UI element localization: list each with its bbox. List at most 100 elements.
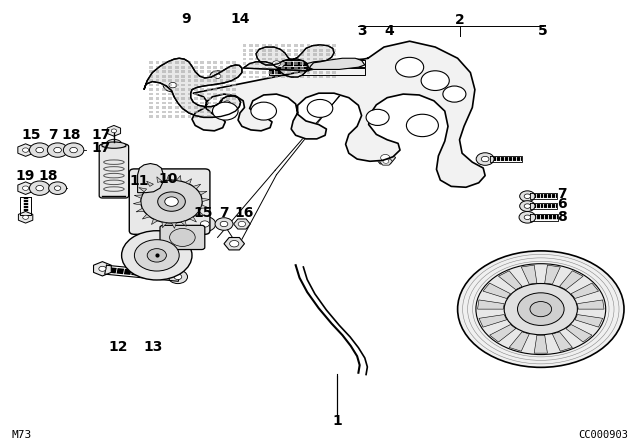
Bar [220, 79, 223, 82]
Bar [156, 97, 159, 100]
Bar [168, 111, 172, 113]
Bar [188, 93, 191, 95]
Polygon shape [157, 177, 162, 182]
Bar [226, 115, 230, 118]
Bar [213, 106, 217, 109]
Bar [275, 76, 278, 78]
Bar [162, 88, 166, 91]
Circle shape [164, 197, 179, 207]
Bar [294, 44, 298, 47]
Polygon shape [172, 223, 177, 228]
Bar [307, 76, 310, 78]
Bar [168, 75, 172, 78]
Bar [268, 49, 272, 52]
Bar [220, 70, 223, 73]
Bar [149, 106, 153, 109]
Polygon shape [18, 182, 33, 194]
Bar [175, 79, 179, 82]
Bar [200, 93, 204, 95]
Bar [319, 76, 323, 78]
Bar [200, 84, 204, 86]
Circle shape [520, 191, 535, 202]
Bar [243, 44, 246, 47]
Bar [249, 76, 253, 78]
Bar [207, 79, 211, 82]
Bar [243, 58, 246, 60]
Bar [275, 53, 278, 56]
Bar [249, 67, 253, 69]
Bar [332, 62, 336, 65]
Bar [294, 53, 298, 56]
Bar [300, 71, 304, 74]
Bar [175, 70, 179, 73]
Bar [220, 61, 223, 64]
Circle shape [518, 293, 564, 325]
Bar [243, 53, 246, 56]
Bar [162, 115, 166, 118]
Polygon shape [477, 300, 504, 309]
Polygon shape [189, 217, 196, 222]
Bar [281, 53, 285, 56]
Bar [175, 106, 179, 109]
Bar [255, 44, 259, 47]
Polygon shape [18, 144, 33, 156]
Bar [188, 70, 191, 73]
Bar [326, 76, 330, 78]
Polygon shape [483, 283, 511, 298]
Polygon shape [552, 332, 572, 351]
Text: 11: 11 [130, 174, 149, 189]
Circle shape [147, 249, 166, 262]
Circle shape [524, 194, 531, 198]
Circle shape [36, 185, 44, 191]
Polygon shape [375, 151, 396, 164]
Bar [175, 61, 179, 64]
Bar [275, 62, 278, 65]
Circle shape [519, 211, 536, 223]
Bar [268, 71, 272, 74]
Circle shape [476, 264, 605, 354]
Bar [255, 67, 259, 69]
Bar [156, 106, 159, 109]
Bar [220, 75, 223, 78]
Circle shape [421, 71, 449, 90]
Polygon shape [162, 222, 166, 228]
Bar [175, 75, 179, 78]
Bar [200, 111, 204, 113]
Bar [300, 76, 304, 78]
Bar [332, 71, 336, 74]
Circle shape [22, 186, 29, 190]
Bar [232, 61, 236, 64]
Circle shape [524, 204, 531, 208]
Bar [275, 44, 278, 47]
Bar [262, 67, 266, 69]
Bar [294, 76, 298, 78]
Bar [332, 58, 336, 60]
Bar [232, 111, 236, 113]
Text: 18: 18 [62, 128, 81, 142]
Text: 1: 1 [332, 414, 342, 428]
Bar [313, 76, 317, 78]
Bar [181, 106, 185, 109]
Bar [200, 102, 204, 104]
Bar [207, 75, 211, 78]
Bar [268, 44, 272, 47]
Bar [287, 58, 291, 60]
Polygon shape [177, 176, 181, 181]
Polygon shape [138, 164, 163, 193]
Bar [181, 88, 185, 91]
Polygon shape [136, 208, 144, 212]
Bar [194, 70, 198, 73]
Bar [220, 102, 223, 104]
Polygon shape [201, 205, 209, 208]
Bar [181, 70, 185, 73]
Bar [213, 79, 217, 82]
Text: 15: 15 [194, 206, 213, 220]
Bar [200, 115, 204, 118]
Bar [168, 115, 172, 118]
Circle shape [530, 302, 552, 317]
Bar [262, 53, 266, 56]
Circle shape [22, 215, 29, 220]
Bar [255, 76, 259, 78]
Bar [168, 84, 172, 86]
Bar [326, 62, 330, 65]
